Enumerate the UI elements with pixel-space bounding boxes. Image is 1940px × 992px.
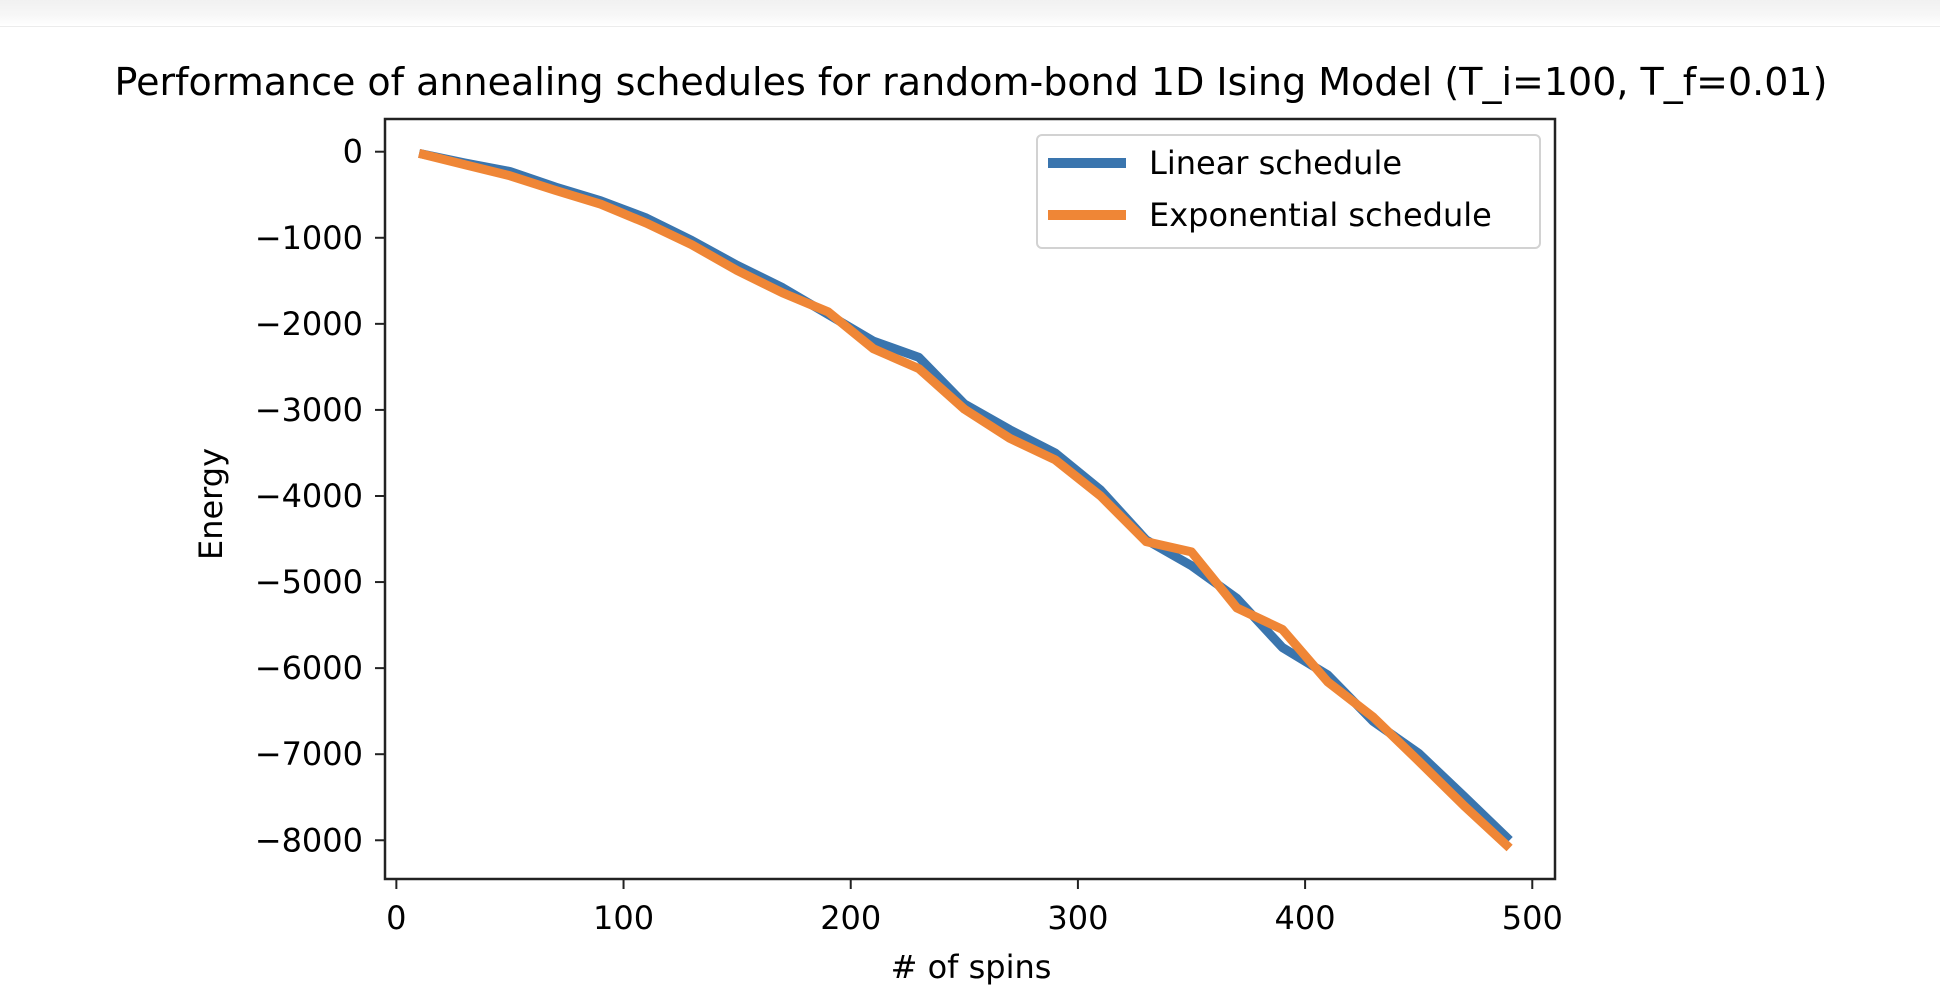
x-tick-label: 100 — [593, 899, 654, 937]
x-tick-label: 200 — [820, 899, 881, 937]
legend-box — [1036, 134, 1541, 249]
series-line-exponential — [418, 149, 1513, 852]
y-axis-label: Energy — [192, 448, 230, 560]
legend-label: Linear schedule — [1149, 144, 1402, 182]
x-tick-label: 400 — [1275, 899, 1336, 937]
y-tick-label: −1000 — [255, 219, 363, 257]
legend: Linear schedule Exponential schedule — [1036, 134, 1541, 249]
y-tick-label: −6000 — [255, 649, 363, 687]
y-tick-label: −5000 — [255, 563, 363, 601]
y-tick-label: 0 — [343, 133, 363, 171]
y-tick-label: −4000 — [255, 477, 363, 515]
axes-frame — [383, 117, 1557, 881]
y-axis: 0 −1000 −2000 −3000 −4000 −5000 −6000 −7000 −800… — [255, 133, 385, 859]
y-tick-label: −3000 — [255, 391, 363, 429]
window-top-bar — [0, 0, 1940, 27]
x-axis-label: # of spins — [891, 948, 1052, 986]
x-tick-label: 500 — [1502, 899, 1563, 937]
legend-label: Exponential schedule — [1149, 196, 1492, 234]
y-tick-label: −2000 — [255, 305, 363, 343]
chart-title: Performance of annealing schedules for r… — [115, 60, 1828, 104]
plot-area — [418, 148, 1513, 852]
x-tick-label: 0 — [386, 899, 406, 937]
series-line-linear — [418, 148, 1513, 844]
x-tick-label: 300 — [1047, 899, 1108, 937]
x-axis: 0 100 200 300 400 500 — [386, 879, 1563, 937]
y-tick-label: −7000 — [255, 735, 363, 773]
y-tick-label: −8000 — [255, 821, 363, 859]
